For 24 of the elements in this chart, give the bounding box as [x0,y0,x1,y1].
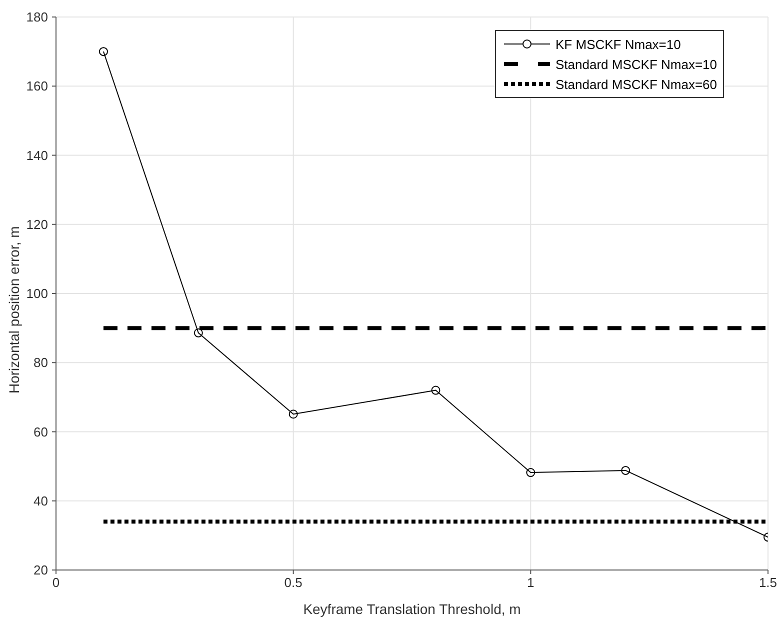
y-tick-label: 40 [34,493,48,508]
y-axis-title: Horizontal position error, m [6,226,22,394]
legend-label: Standard MSCKF Nmax=10 [556,56,717,72]
x-tick-label: 0 [52,575,60,590]
y-tick-label: 60 [34,424,48,440]
y-tick-label: 80 [34,355,48,370]
x-tick-label: 0.5 [284,575,302,590]
x-tick-label: 1.5 [758,575,778,590]
y-tick-label: 180 [26,10,48,25]
y-tick-label: 100 [26,286,48,302]
y-tick-label: 140 [26,148,48,163]
y-tick-label: 120 [26,216,48,232]
point [621,466,630,475]
point [98,47,108,56]
point [194,328,203,338]
point [288,410,298,419]
point [431,386,440,395]
legend-label: KF MSCKF Nmax=10 [556,36,681,52]
legend-label: Standard MSCKF Nmax=60 [556,76,717,92]
point [526,468,536,478]
x-tick-label: 1 [527,575,534,590]
y-tick-label: 20 [34,562,48,578]
y-tick-label: 160 [26,78,48,94]
x-axis-title: Keyframe Translation Threshold, m [303,601,521,617]
